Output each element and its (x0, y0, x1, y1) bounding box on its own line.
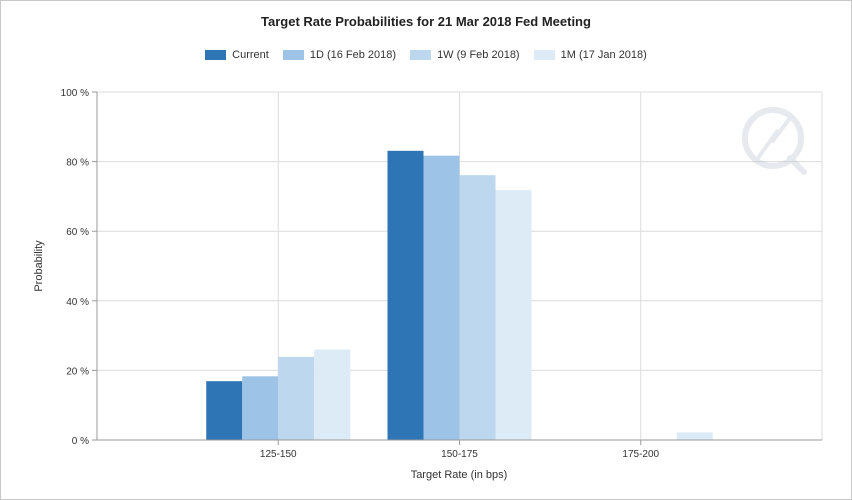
legend-swatch (282, 50, 304, 60)
chart-legend: Current 1D (16 Feb 2018) 1W (9 Feb 2018)… (0, 49, 852, 61)
legend-item-current[interactable]: Current (205, 49, 269, 61)
chart-title: Target Rate Probabilities for 21 Mar 201… (261, 14, 591, 29)
legend-swatch (533, 50, 555, 60)
legend-swatch (205, 50, 227, 60)
legend-item-1d[interactable]: 1D (16 Feb 2018) (282, 49, 397, 61)
legend-swatch (410, 50, 432, 60)
legend-item-1w[interactable]: 1W (9 Feb 2018) (410, 49, 520, 61)
legend-label: 1W (9 Feb 2018) (437, 49, 520, 61)
legend-label: 1M (17 Jan 2018) (560, 49, 647, 61)
legend-label: Current (232, 49, 269, 61)
legend-item-1m[interactable]: 1M (17 Jan 2018) (533, 49, 647, 61)
legend-label: 1D (16 Feb 2018) (309, 49, 397, 61)
